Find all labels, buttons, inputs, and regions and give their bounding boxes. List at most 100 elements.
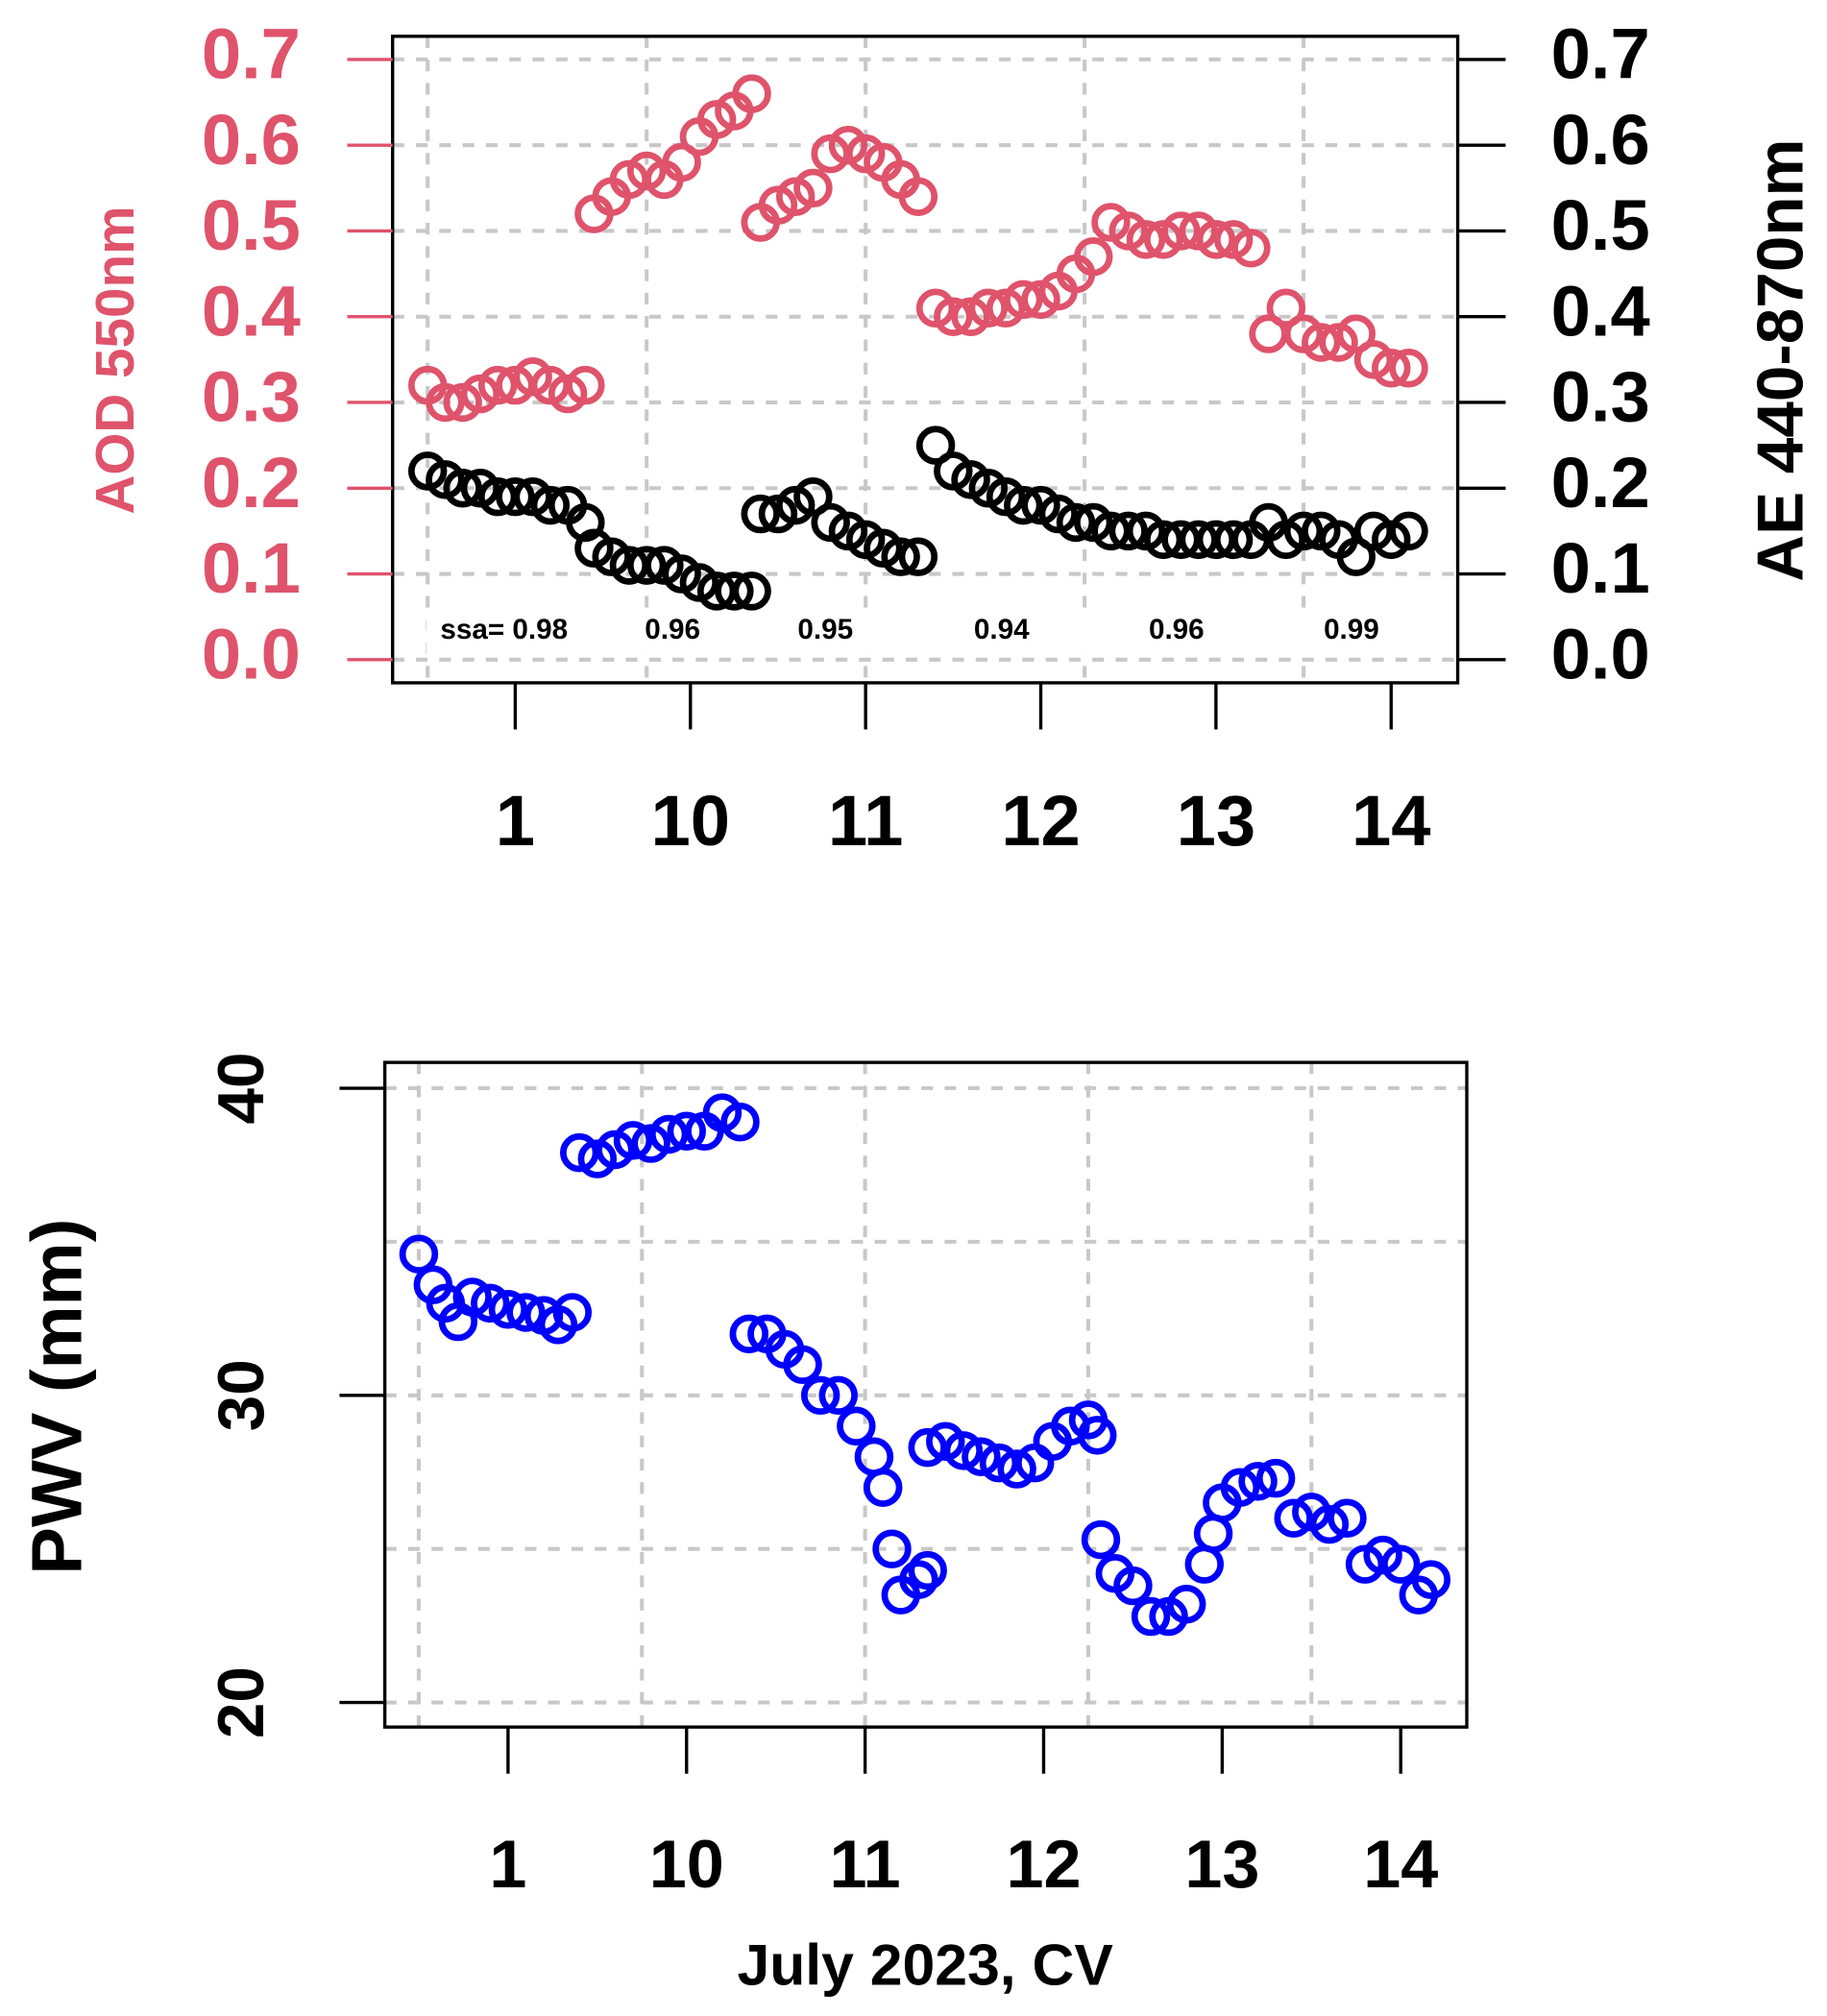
data-point <box>854 1437 894 1476</box>
data-point <box>1004 279 1043 320</box>
data-point <box>1220 1468 1260 1507</box>
data-point <box>729 1314 769 1354</box>
data-point <box>1131 1596 1171 1637</box>
data-point <box>1336 314 1376 353</box>
data-point <box>1056 502 1096 543</box>
data-point <box>1411 1560 1451 1599</box>
data-point <box>1113 1566 1153 1606</box>
data-point <box>1389 511 1428 551</box>
data-point <box>1328 1498 1367 1538</box>
data-point <box>1266 288 1306 328</box>
data-point <box>1004 485 1043 525</box>
data-point <box>1336 537 1376 576</box>
data-point <box>915 425 956 465</box>
y2-tick-label: 0.1 <box>1551 528 1650 608</box>
data-point <box>943 1431 984 1470</box>
annotation-background <box>426 607 1458 655</box>
data-point <box>1255 1458 1296 1498</box>
annotation: 0.96 <box>645 614 700 645</box>
data-point <box>837 1406 876 1446</box>
y2-tick-label: 0.7 <box>1551 13 1650 93</box>
data-point <box>648 1114 689 1154</box>
y-tick-label: 0.7 <box>202 13 301 93</box>
data-point <box>962 1437 1001 1476</box>
data-point <box>566 502 605 543</box>
data-point <box>1238 1462 1278 1501</box>
data-point <box>1081 1519 1121 1560</box>
data-point <box>662 142 701 182</box>
data-point <box>488 1290 528 1329</box>
x-tick-label: 13 <box>1184 1827 1259 1902</box>
y2-tick-label: 0.3 <box>1551 357 1650 437</box>
data-point <box>530 485 571 525</box>
data-point <box>908 1427 947 1468</box>
data-point <box>626 546 667 585</box>
y-tick-label: 0.0 <box>202 614 301 693</box>
data-point <box>800 1375 840 1416</box>
annotation: 0.99 <box>1324 614 1379 645</box>
x-tick-label: 13 <box>1177 781 1256 861</box>
x-tick-label: 11 <box>828 781 903 861</box>
data-point <box>793 168 833 208</box>
data-point <box>997 1449 1036 1489</box>
y-tick-label: 0.5 <box>202 185 301 265</box>
data-point <box>872 1529 912 1568</box>
y-tick-label: 40 <box>206 1053 278 1125</box>
x-axis-title: July 2023, CV <box>737 1931 1113 1997</box>
data-point <box>559 1132 599 1173</box>
data-point <box>1302 323 1341 362</box>
data-point <box>1231 229 1271 268</box>
data-point <box>1166 1585 1206 1624</box>
x-tick-label: 14 <box>1352 781 1431 861</box>
y2-tick-label: 0.4 <box>1551 271 1650 351</box>
y2-tick-label: 0.6 <box>1551 100 1650 180</box>
data-point <box>1184 1544 1225 1584</box>
data-point <box>1274 1498 1313 1538</box>
data-point <box>471 1283 510 1324</box>
y2-tick-label: 0.2 <box>1551 443 1650 522</box>
data-point <box>477 365 518 405</box>
data-point <box>899 1560 938 1599</box>
x-tick-label: 12 <box>1001 781 1081 861</box>
y2-axis-title: AE 440-870nm <box>1745 138 1817 581</box>
annotation: 0.95 <box>797 614 853 645</box>
data-point <box>732 74 771 113</box>
data-point <box>863 1468 903 1507</box>
data-point <box>1372 349 1411 388</box>
data-point <box>399 1234 439 1274</box>
x-tick-label: 1 <box>489 1827 526 1902</box>
data-point <box>720 1102 760 1142</box>
x-tick-label: 11 <box>830 1827 901 1902</box>
data-point <box>1193 1514 1233 1553</box>
data-point <box>1108 511 1148 551</box>
data-point <box>566 365 605 405</box>
data-point <box>496 476 535 517</box>
x-tick-label: 10 <box>650 781 730 861</box>
y-tick-label: 0.4 <box>202 271 301 351</box>
y-axis-title: AOD 550nm <box>85 206 146 514</box>
data-point <box>741 494 780 534</box>
data-point <box>1389 349 1428 388</box>
annotation: 0.94 <box>974 614 1030 645</box>
data-point <box>898 537 938 576</box>
data-point <box>732 571 771 611</box>
data-point <box>979 1443 1019 1483</box>
data-point <box>552 1293 593 1332</box>
data-point <box>506 1293 546 1332</box>
data-point <box>1161 211 1201 251</box>
y-axis-title: PWV (mm) <box>16 1219 96 1575</box>
y-tick-label: 30 <box>206 1359 278 1431</box>
y-tick-label: 20 <box>206 1666 278 1738</box>
data-point <box>818 1375 858 1416</box>
data-point <box>898 177 938 216</box>
data-point <box>443 469 482 508</box>
x-tick-label: 12 <box>1006 1827 1081 1902</box>
data-point <box>715 571 754 611</box>
y2-tick-label: 0.5 <box>1551 185 1650 265</box>
data-point <box>1309 1504 1350 1544</box>
y2-tick-label: 0.0 <box>1551 614 1650 693</box>
y-tick-label: 0.1 <box>202 528 301 608</box>
data-point <box>1196 220 1236 259</box>
data-point <box>1073 236 1113 277</box>
